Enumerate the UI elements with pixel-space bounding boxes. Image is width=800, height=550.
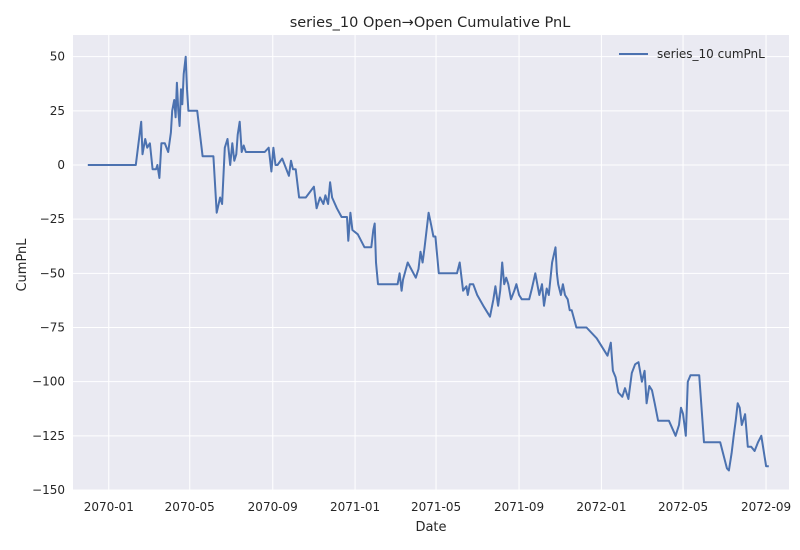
legend: series_10 cumPnL — [619, 47, 765, 61]
tick-labels: 50 25 0 −25 −50 −75 −100 −125 −150 2070-01 2070-05… — [32, 50, 791, 514]
x-tick-label: 2072-05 — [658, 500, 708, 514]
y-axis-label: CumPnL — [15, 238, 30, 292]
y-tick-label: −125 — [32, 429, 65, 443]
y-tick-label: 0 — [57, 158, 65, 172]
x-tick-label: 2070-09 — [248, 500, 298, 514]
y-tick-label: −150 — [32, 483, 65, 497]
y-tick-label: −75 — [40, 321, 65, 335]
x-axis-label: Date — [415, 520, 446, 535]
x-tick-label: 2071-09 — [494, 500, 544, 514]
x-tick-label: 2071-01 — [330, 500, 380, 514]
x-tick-label: 2072-09 — [741, 500, 791, 514]
x-tick-label: 2070-05 — [165, 500, 215, 514]
x-tick-label: 2070-01 — [84, 500, 134, 514]
y-tick-label: −25 — [40, 212, 65, 226]
y-tick-label: 25 — [50, 104, 65, 118]
chart-title: series_10 Open→Open Cumulative PnL — [290, 15, 571, 31]
x-tick-label: 2071-05 — [411, 500, 461, 514]
y-tick-label: 50 — [50, 50, 65, 64]
x-tick-label: 2072-01 — [576, 500, 626, 514]
series-layer — [87, 55, 769, 472]
legend-label: series_10 cumPnL — [657, 47, 765, 61]
series-line — [87, 55, 769, 472]
y-tick-label: −100 — [32, 375, 65, 389]
y-tick-label: −50 — [40, 266, 65, 280]
